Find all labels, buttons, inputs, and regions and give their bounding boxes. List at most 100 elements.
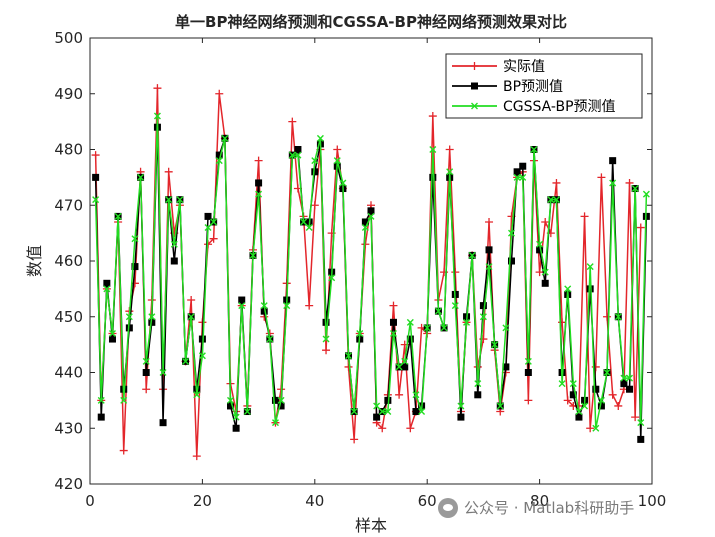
data-point-bp (227, 402, 234, 410)
data-point-bp (575, 413, 583, 421)
x-axis-title: 样本 (355, 516, 387, 535)
data-point-actual (631, 413, 640, 422)
data-point-bp (367, 207, 375, 215)
data-point-bp (429, 173, 437, 181)
data-point-cgssa-bp (558, 380, 566, 388)
data-point-cgssa-bp (434, 307, 442, 315)
data-point-bp (389, 318, 397, 326)
data-point-cgssa-bp (131, 235, 139, 243)
data-point-cgssa-bp (328, 274, 336, 282)
x-tick-label: 80 (530, 492, 549, 510)
data-point-cgssa-bp (631, 185, 639, 193)
y-axis-title: 数值 (25, 245, 44, 277)
y-tick-label: 440 (54, 364, 83, 382)
data-point-bp (92, 173, 100, 181)
data-point-cgssa-bp (479, 313, 487, 321)
x-tick-label: 60 (418, 492, 437, 510)
data-point-actual (153, 84, 162, 93)
data-point-bp (485, 246, 493, 254)
data-point-cgssa-bp (552, 196, 560, 204)
data-point-cgssa-bp (429, 146, 437, 153)
legend: 实际值 BP预测值 CGSSA-BP预测值 (445, 53, 643, 119)
data-point-cgssa-bp (373, 402, 381, 410)
data-point-actual (485, 217, 494, 226)
y-tick-label: 470 (54, 196, 83, 214)
data-point-actual (215, 89, 224, 98)
data-point-bp (215, 151, 223, 159)
y-tick-label: 450 (54, 308, 83, 326)
y-tick-label: 480 (54, 141, 83, 159)
data-point-bp (406, 335, 414, 343)
data-point-cgssa-bp (384, 408, 392, 416)
data-point-cgssa-bp (221, 134, 229, 142)
data-point-bp (597, 402, 605, 410)
data-point-cgssa-bp (120, 396, 128, 404)
series-cgssa-bp (92, 112, 650, 432)
data-point-cgssa-bp (418, 408, 426, 416)
data-point-cgssa-bp (260, 302, 268, 310)
data-point-bp (97, 413, 105, 421)
data-point-cgssa-bp (626, 374, 634, 382)
y-tick-label: 500 (54, 29, 83, 47)
data-point-bp (384, 396, 392, 404)
data-point-actual (187, 296, 196, 305)
data-point-cgssa-bp (502, 324, 510, 332)
data-point-cgssa-bp (227, 396, 234, 404)
data-point-actual (344, 362, 353, 371)
data-point-cgssa-bp (457, 402, 465, 410)
data-point-cgssa-bp (97, 396, 105, 404)
data-point-bp (361, 218, 369, 226)
data-point-bp (457, 413, 465, 421)
data-point-cgssa-bp (463, 318, 471, 326)
data-point-cgssa-bp (266, 335, 274, 343)
data-point-actual (636, 223, 645, 232)
legend-label-bp: BP预测值 (503, 79, 563, 95)
data-point-cgssa-bp (294, 151, 302, 159)
data-point-cgssa-bp (446, 168, 454, 176)
data-point-bp (592, 385, 600, 393)
data-point-cgssa-bp (575, 408, 583, 416)
data-point-cgssa-bp (423, 324, 431, 332)
x-tick-label: 0 (85, 492, 95, 510)
data-point-bp (586, 285, 594, 293)
data-point-cgssa-bp (440, 324, 448, 332)
data-point-cgssa-bp (92, 196, 100, 204)
data-point-actual (333, 145, 342, 154)
legend-marker-actual (470, 62, 479, 70)
data-point-actual (395, 390, 404, 399)
data-point-bp (474, 391, 482, 399)
data-point-cgssa-bp (569, 380, 577, 388)
data-point-bp (255, 179, 263, 187)
data-point-bp (620, 380, 628, 388)
watermark-text: 公众号 · Matlab科研助手 (464, 499, 635, 517)
data-point-bp (277, 402, 285, 410)
data-point-cgssa-bp (182, 357, 190, 365)
data-point-cgssa-bp (581, 402, 589, 410)
data-point-bp (271, 396, 279, 404)
wechat-icon (438, 497, 458, 518)
data-point-actual (378, 424, 387, 433)
data-point-cgssa-bp (316, 134, 324, 142)
data-point-bp (541, 279, 549, 287)
data-point-cgssa-bp (356, 329, 364, 337)
data-point-actual (608, 390, 617, 399)
data-point-actual (451, 268, 460, 277)
data-point-actual (625, 178, 634, 187)
data-point-cgssa-bp (519, 173, 527, 181)
data-point-cgssa-bp (288, 151, 296, 159)
data-point-bp (569, 391, 577, 399)
data-point-cgssa-bp (142, 357, 150, 365)
y-tick-label: 460 (54, 252, 83, 270)
data-point-cgssa-bp (176, 196, 184, 204)
data-point-bp (536, 246, 544, 254)
data-point-cgssa-bp (530, 146, 538, 153)
data-point-actual (586, 424, 595, 433)
data-point-bp (508, 257, 515, 265)
data-point-actual (350, 435, 359, 444)
series-line-bp (94, 126, 648, 441)
data-point-cgssa-bp (378, 408, 386, 416)
data-point-cgssa-bp (597, 396, 605, 404)
data-point-cgssa-bp (389, 329, 397, 337)
data-point-bp (479, 302, 487, 310)
